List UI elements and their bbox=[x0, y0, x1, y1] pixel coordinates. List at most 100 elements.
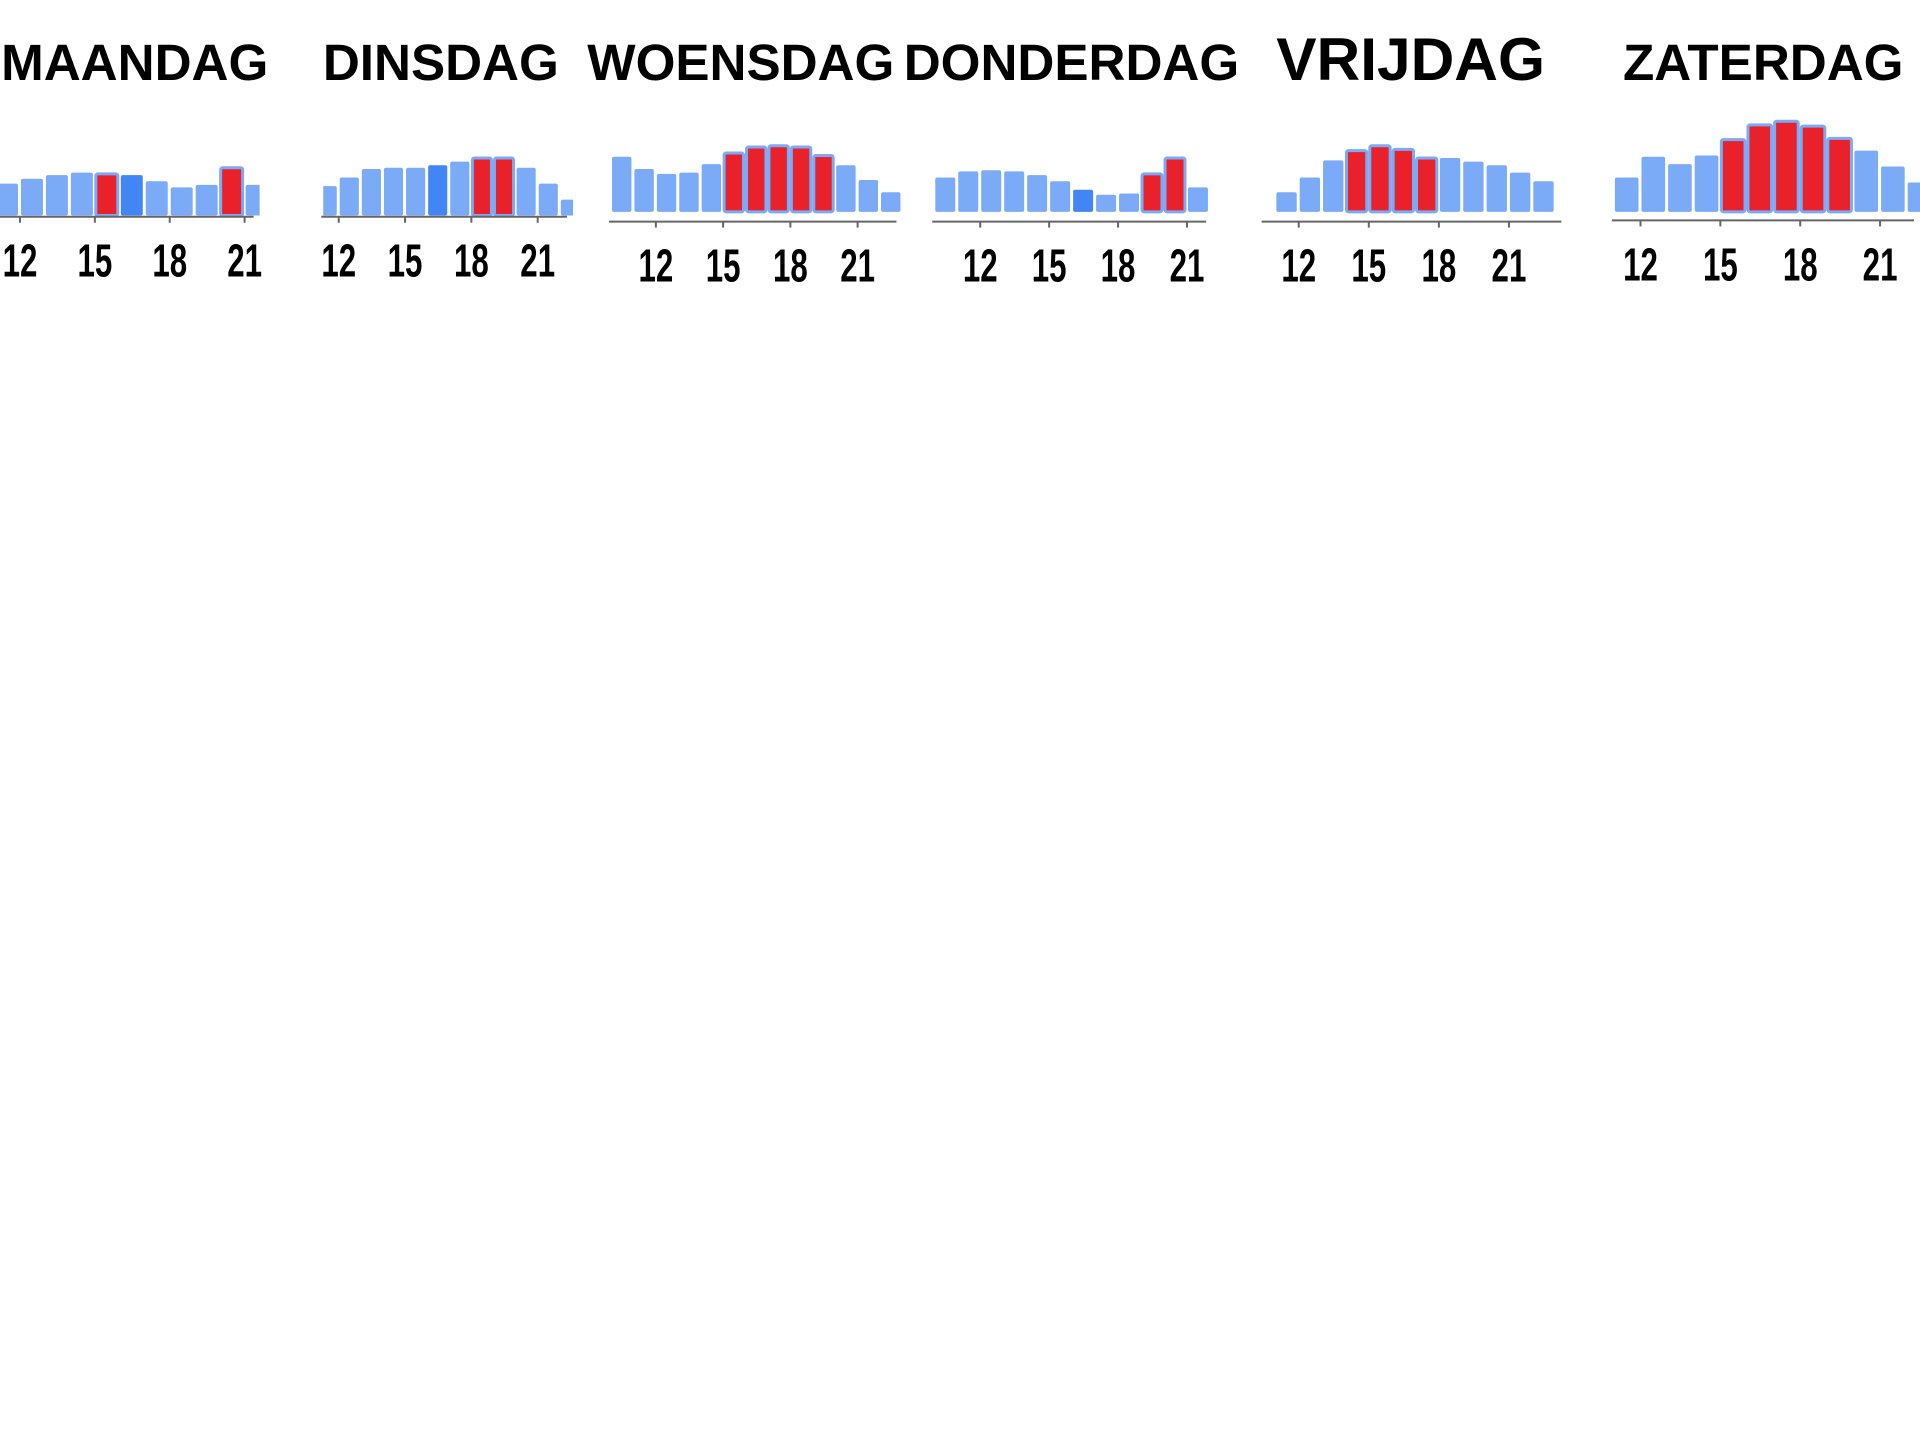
bar bbox=[1533, 181, 1554, 212]
bar bbox=[656, 173, 677, 212]
bar bbox=[1027, 175, 1048, 212]
bars bbox=[0, 166, 260, 218]
bar bbox=[45, 175, 68, 216]
bar bbox=[836, 165, 856, 212]
x-tick-label: 15 bbox=[1032, 241, 1067, 292]
bar bbox=[1668, 164, 1692, 212]
x-tick-label: 21 bbox=[520, 236, 555, 287]
bar bbox=[1050, 181, 1071, 212]
x-tick-label: 18 bbox=[454, 236, 489, 287]
x-tick-label: 18 bbox=[1783, 239, 1818, 290]
x-tick-label: 21 bbox=[1170, 241, 1205, 292]
x-tick-label: 21 bbox=[227, 236, 262, 287]
bar bbox=[1073, 189, 1094, 212]
bar bbox=[1415, 156, 1439, 214]
bar bbox=[1509, 172, 1531, 212]
bar bbox=[195, 184, 218, 216]
bar bbox=[701, 164, 722, 212]
bar bbox=[812, 154, 835, 214]
x-tick-label: 18 bbox=[1421, 241, 1456, 292]
bar bbox=[1344, 149, 1369, 214]
x-tick-label: 18 bbox=[773, 241, 808, 292]
x-tick-label: 21 bbox=[1863, 239, 1898, 290]
bar bbox=[1119, 193, 1140, 212]
x-tick-label: 12 bbox=[963, 241, 998, 292]
bar bbox=[120, 175, 143, 216]
bars bbox=[1614, 119, 1920, 214]
bar bbox=[450, 161, 470, 216]
bar bbox=[470, 156, 493, 218]
bar bbox=[1140, 172, 1164, 214]
bar bbox=[679, 172, 699, 212]
bar bbox=[560, 199, 574, 216]
bar bbox=[428, 165, 448, 216]
x-tick-label: 12 bbox=[3, 236, 38, 287]
bar bbox=[789, 145, 813, 214]
bar bbox=[94, 172, 120, 218]
bar bbox=[767, 144, 790, 214]
bar bbox=[745, 145, 768, 214]
bar bbox=[1881, 166, 1905, 212]
chart-panel: DINSDAG 12 15 18 21 bbox=[321, 34, 574, 287]
chart-title: WOENSDAG bbox=[587, 34, 894, 91]
bar bbox=[406, 167, 426, 216]
bar bbox=[538, 183, 558, 216]
bars bbox=[323, 156, 574, 218]
x-tick-label: 12 bbox=[321, 236, 356, 287]
chart-panel: WOENSDAG 12 15 18 21 bbox=[587, 34, 901, 292]
bar bbox=[612, 156, 632, 212]
bar bbox=[1323, 160, 1344, 212]
x-tick-label: 15 bbox=[1703, 239, 1738, 290]
bar bbox=[935, 177, 956, 212]
bar bbox=[1004, 171, 1025, 212]
bar bbox=[1368, 144, 1392, 214]
bar bbox=[1299, 177, 1321, 212]
bar bbox=[881, 192, 901, 212]
bar bbox=[1694, 155, 1719, 212]
x-tick-label: 15 bbox=[706, 241, 741, 292]
bar bbox=[383, 167, 404, 216]
chart-panel: ZATERDAG 12 15 18 21 bbox=[1611, 34, 1920, 291]
chart-panel: DONDERDAG 12 15 18 21 bbox=[904, 34, 1239, 292]
bar bbox=[219, 166, 245, 218]
chart-panel: VRIJDAG 12 15 18 21 bbox=[1261, 25, 1562, 292]
chart-title: VRIJDAG bbox=[1276, 25, 1545, 93]
bar bbox=[516, 167, 536, 216]
chart-title: MAANDAG bbox=[1, 34, 268, 91]
bar bbox=[1463, 161, 1484, 212]
bar bbox=[361, 168, 381, 216]
bar bbox=[1096, 194, 1117, 212]
chart-title: DINSDAG bbox=[323, 34, 559, 91]
bar bbox=[981, 170, 1002, 212]
bars bbox=[935, 156, 1208, 214]
bar bbox=[1799, 124, 1827, 214]
bar bbox=[1641, 156, 1666, 212]
bar bbox=[0, 183, 18, 216]
bar bbox=[1746, 123, 1774, 214]
bar bbox=[1276, 192, 1297, 212]
bar bbox=[339, 177, 359, 216]
x-tick-label: 12 bbox=[1623, 239, 1658, 290]
x-tick-label: 15 bbox=[1351, 241, 1386, 292]
bar bbox=[634, 168, 654, 212]
bar bbox=[1907, 182, 1920, 212]
bars bbox=[1276, 144, 1554, 214]
x-tick-label: 21 bbox=[840, 241, 875, 292]
bar bbox=[1614, 177, 1639, 212]
x-tick-label: 18 bbox=[1101, 241, 1136, 292]
x-tick-label: 15 bbox=[77, 236, 112, 287]
x-tick-label: 12 bbox=[1281, 241, 1316, 292]
x-tick-label: 15 bbox=[388, 236, 423, 287]
bars bbox=[612, 144, 901, 214]
bar bbox=[70, 172, 93, 216]
bar bbox=[1773, 119, 1800, 214]
chart-panel: MAANDAG 12 15 18 21 bbox=[0, 34, 268, 287]
x-tick-label: 12 bbox=[638, 241, 673, 292]
bar bbox=[1439, 157, 1461, 212]
bar bbox=[492, 156, 516, 218]
bar bbox=[1719, 138, 1747, 214]
chart-title: ZATERDAG bbox=[1623, 34, 1903, 91]
bar bbox=[20, 178, 43, 216]
x-tick-label: 18 bbox=[152, 236, 187, 287]
